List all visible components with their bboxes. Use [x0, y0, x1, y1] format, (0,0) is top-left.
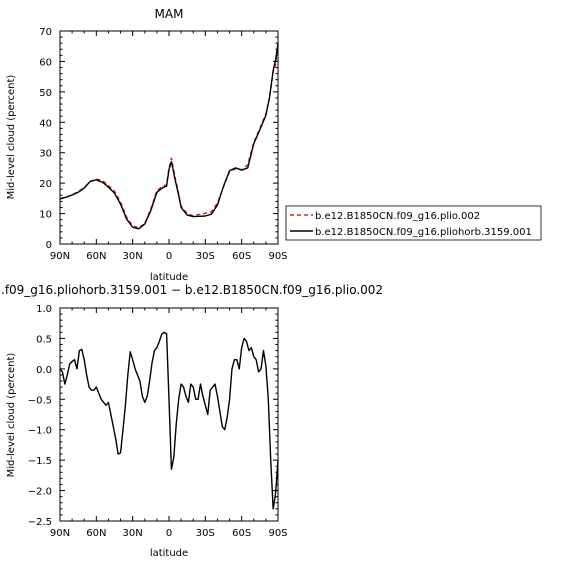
top-chart: MAM Mid-level cloud (percent) latitude 9…	[6, 7, 288, 283]
bottom-chart-x-axis-label: latitude	[150, 548, 188, 559]
bottom-chart-y-tick-label: 0.5	[36, 334, 52, 345]
bottom-chart-x-tick-label: 60N	[86, 528, 106, 539]
bottom-chart-x-tick-label: 0	[166, 528, 172, 539]
bottom-chart-x-tick-label: 90N	[50, 528, 70, 539]
top-chart-y-tick-label: 40	[39, 118, 52, 129]
top-chart-plot-frame	[59, 30, 279, 245]
bottom-chart-ticks: 90N 60N 30N 0 30S 60S 90S −2.5 −2.0 −1.5 −1.0 −0.5 0…	[28, 304, 288, 539]
top-chart-y-tick-label: 60	[39, 57, 52, 68]
bottom-chart-y-tick-label: 1.0	[36, 304, 52, 315]
bottom-chart-y-tick-label: −0.5	[28, 395, 52, 406]
bottom-chart-y-axis-label: Mid-level cloud (percent)	[6, 353, 17, 478]
top-chart-x-tick-label: 90S	[268, 251, 287, 262]
top-chart-x-tick-label: 60N	[86, 251, 106, 262]
bottom-chart-title: .f09_g16.pliohorb.3159.001 − b.e12.B1850…	[1, 283, 383, 297]
top-chart-x-tick-label: 60S	[232, 251, 251, 262]
legend-label-plio: b.e12.B1850CN.f09_g16.plio.002	[315, 211, 480, 222]
bottom-chart-x-tick-label: 90S	[268, 528, 287, 539]
bottom-chart-y-tick-label: −2.5	[28, 517, 52, 528]
bottom-chart-series	[59, 331, 279, 510]
legend-box	[285, 205, 542, 241]
bottom-chart-y-tick-label: −1.5	[28, 456, 52, 467]
top-chart-y-tick-label: 20	[39, 179, 52, 190]
bottom-chart: .f09_g16.pliohorb.3159.001 − b.e12.B1850…	[1, 283, 383, 559]
top-chart-y-axis-label: Mid-level cloud (percent)	[6, 75, 17, 200]
top-chart-x-axis-label: latitude	[150, 272, 188, 283]
bottom-chart-y-tick-label: 0.0	[36, 365, 52, 376]
top-chart-series	[59, 42, 279, 230]
legend: b.e12.B1850CN.f09_g16.plio.002 b.e12.B18…	[285, 205, 542, 241]
top-chart-x-tick-label: 90N	[50, 251, 70, 262]
legend-label-pliohorb: b.e12.B1850CN.f09_g16.pliohorb.3159.001	[315, 227, 532, 238]
top-chart-y-tick-label: 50	[39, 88, 52, 99]
bottom-chart-plot-frame	[59, 307, 279, 522]
top-chart-x-tick-label: 30S	[196, 251, 215, 262]
top-chart-series-line-0	[59, 42, 279, 229]
bottom-chart-x-tick-label: 30S	[196, 528, 215, 539]
bottom-chart-y-tick-label: −2.0	[28, 487, 52, 498]
top-chart-title: MAM	[155, 7, 184, 21]
top-chart-y-tick-label: 70	[39, 27, 52, 38]
top-chart-x-tick-label: 30N	[123, 251, 143, 262]
top-chart-y-tick-label: 0	[46, 240, 52, 251]
top-chart-ticks: 90N 60N 30N 0 30S 60S 90S 0 10 20 30 40 50 60 70	[39, 27, 287, 262]
top-chart-series-line-1	[59, 43, 279, 230]
bottom-chart-x-tick-label: 60S	[232, 528, 251, 539]
top-chart-x-tick-label: 0	[166, 251, 172, 262]
top-chart-y-tick-label: 30	[39, 149, 52, 160]
top-chart-y-tick-label: 10	[39, 210, 52, 221]
bottom-chart-x-tick-label: 30N	[123, 528, 143, 539]
bottom-chart-y-tick-label: −1.0	[28, 426, 52, 437]
bottom-chart-series-line-0	[59, 331, 279, 510]
